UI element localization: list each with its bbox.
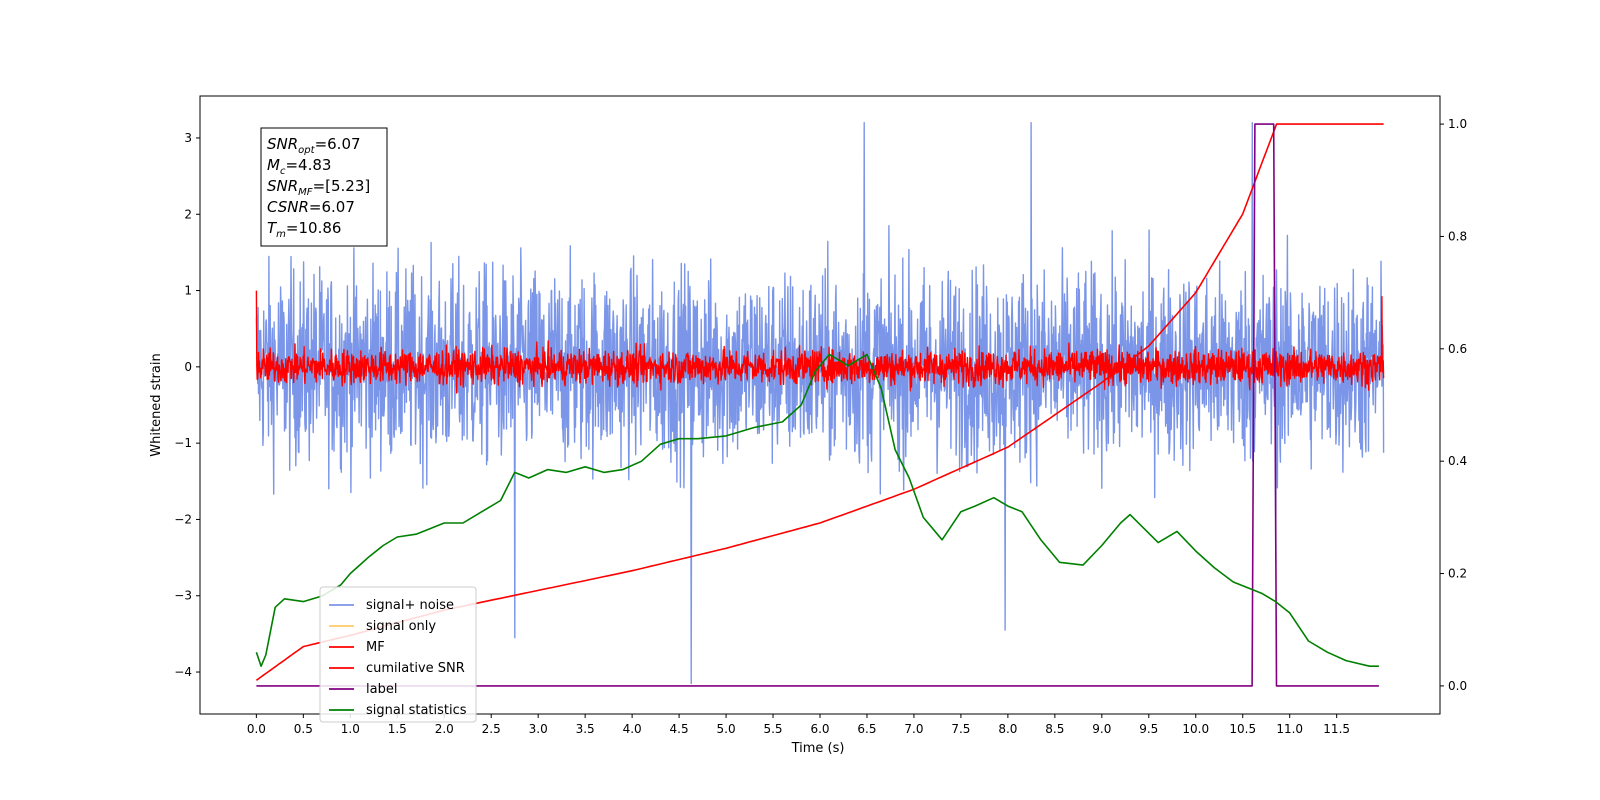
legend-label: cumilative SNR — [366, 661, 465, 676]
y-tick-label: −2 — [174, 512, 192, 526]
y-axis-right-ticks: 1.0 0.8 0.6 0.4 0.2 0.0 — [1440, 117, 1467, 693]
y2-tick-label: 1.0 — [1448, 117, 1467, 131]
legend-frame — [319, 586, 477, 723]
legend-label: label — [366, 682, 397, 697]
legend: signal+ noise signal only MF cumilative SNR… — [319, 586, 477, 723]
x-tick-label: 7.0 — [904, 722, 923, 736]
x-tick-label: 9.0 — [1092, 722, 1111, 736]
x-tick-label: 5.5 — [763, 722, 782, 736]
series-line-signal-noise — [255, 122, 1385, 685]
annotation-line: SNRopt=6.07 — [267, 135, 361, 156]
annotation-line: Mc=4.83 — [267, 156, 331, 177]
annotation-line: SNRMF=[5.23] — [267, 177, 370, 198]
x-tick-label: 4.5 — [670, 722, 689, 736]
y2-tick-label: 0.8 — [1448, 229, 1467, 243]
x-tick-label: 0.5 — [294, 722, 313, 736]
x-tick-label: 2.5 — [482, 722, 501, 736]
annotation-frame — [260, 127, 388, 247]
y-tick-label: −3 — [174, 589, 192, 603]
legend-label: signal statistics — [366, 703, 467, 718]
y2-tick-label: 0.2 — [1448, 567, 1467, 581]
x-tick-label: 1.5 — [388, 722, 407, 736]
y-tick-label: 1 — [184, 284, 192, 298]
x-tick-label: 6.0 — [810, 722, 829, 736]
legend-label: MF — [366, 640, 385, 655]
y2-tick-label: 0.4 — [1448, 454, 1467, 468]
y-axis-left-ticks: 3 2 1 0 −1 −2 −3 −4 — [174, 131, 200, 679]
legend-label: signal+ noise — [366, 598, 454, 613]
annotation-line: CSNR=6.07 — [267, 198, 355, 216]
y-tick-label: 3 — [184, 131, 192, 145]
x-tick-label: 3.5 — [576, 722, 595, 736]
x-axis-label: Time (s) — [791, 741, 845, 756]
x-tick-label: 8.0 — [998, 722, 1017, 736]
y2-tick-label: 0.0 — [1448, 679, 1467, 693]
annotation-line: Tm=10.86 — [267, 219, 341, 240]
y2-tick-label: 0.6 — [1448, 342, 1467, 356]
legend-label: signal only — [366, 619, 436, 634]
x-tick-label: 4.0 — [623, 722, 642, 736]
x-tick-label: 11.0 — [1276, 722, 1303, 736]
y-tick-label: −4 — [174, 665, 192, 679]
series-line-mf — [255, 290, 1385, 394]
x-tick-label: 10.5 — [1229, 722, 1256, 736]
x-tick-label: 2.0 — [435, 722, 454, 736]
x-tick-label: 7.5 — [951, 722, 970, 736]
x-tick-label: 10.0 — [1182, 722, 1209, 736]
series-line-label — [256, 123, 1379, 687]
x-tick-label: 3.0 — [529, 722, 548, 736]
x-tick-label: 5.0 — [717, 722, 736, 736]
x-tick-label: 11.5 — [1323, 722, 1350, 736]
series-line-signal-statistics — [255, 353, 1379, 667]
y-tick-label: −1 — [174, 436, 192, 450]
x-tick-label: 0.0 — [247, 722, 266, 736]
y-tick-label: 0 — [184, 360, 192, 374]
x-tick-label: 8.5 — [1045, 722, 1064, 736]
y-axis-label: Whitened strain — [149, 353, 164, 456]
x-axis-ticks: 0.0 0.5 1.0 1.5 2.0 2.5 3.0 3.5 4.0 4.5 5.0 5.5 6.0 6… — [247, 714, 1350, 736]
x-tick-label: 6.5 — [857, 722, 876, 736]
y-tick-label: 2 — [184, 207, 192, 221]
x-tick-label: 1.0 — [341, 722, 360, 736]
x-tick-label: 9.5 — [1139, 722, 1158, 736]
